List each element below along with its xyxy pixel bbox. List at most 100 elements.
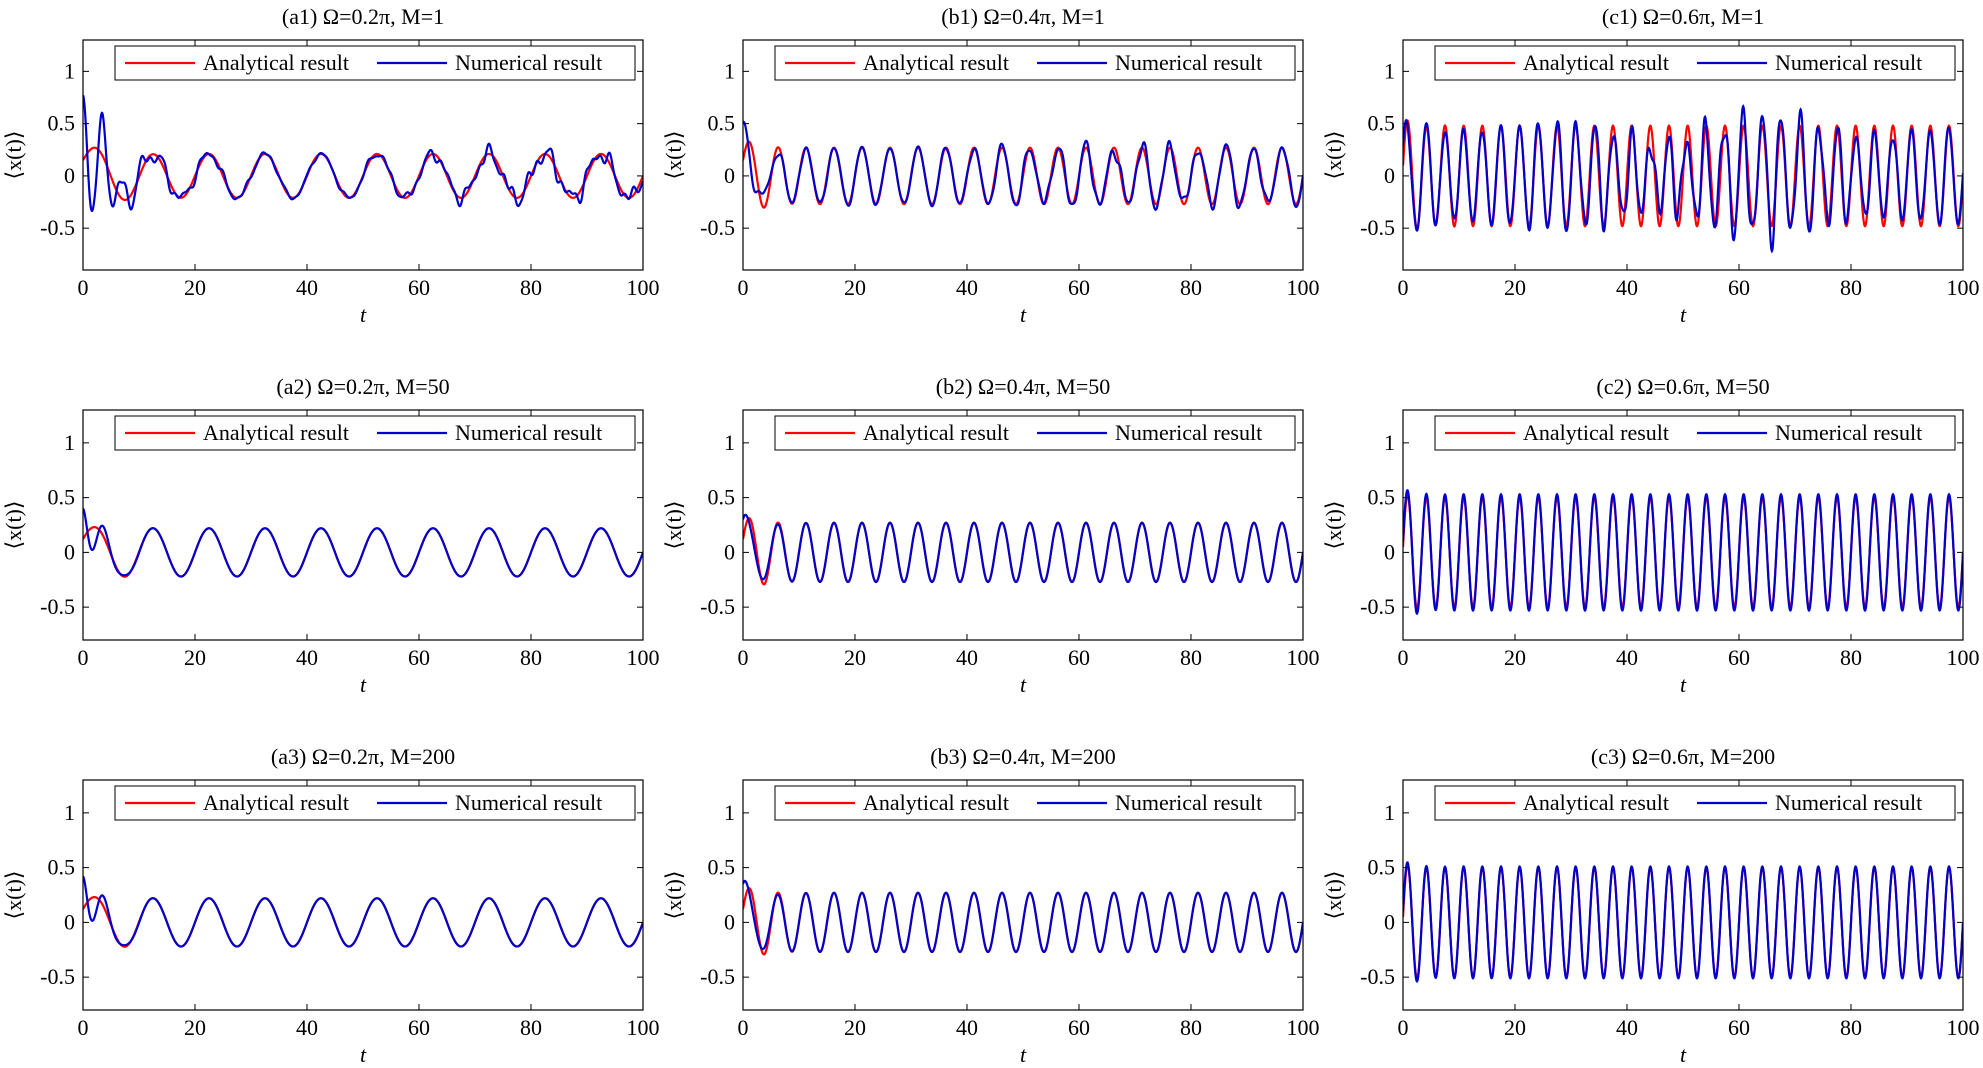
x-tick-label: 100 — [627, 275, 660, 300]
legend-box — [114, 785, 636, 821]
legend-label-numerical: Numerical result — [1115, 420, 1262, 445]
x-tick-label: 60 — [408, 275, 430, 300]
x-tick-label: 60 — [408, 645, 430, 670]
axes-frame — [1402, 779, 1964, 1011]
x-tick-label: 40 — [1616, 645, 1638, 670]
y-axis-label: ⟨x(t)⟩ — [1321, 131, 1346, 180]
legend-label-analytical: Analytical result — [1523, 50, 1669, 75]
y-tick-label: -0.5 — [700, 215, 735, 240]
y-tick-label: 1 — [1384, 430, 1395, 455]
legend: Analytical result Numerical result — [114, 785, 636, 821]
y-tick-label: 0.5 — [708, 485, 736, 510]
series-line-numerical — [83, 875, 643, 948]
y-tick-label: 1 — [724, 430, 735, 455]
legend-label-analytical: Analytical result — [203, 50, 349, 75]
y-tick-label: 0 — [64, 163, 75, 188]
y-tick-label: 0.5 — [1368, 855, 1396, 880]
series-line-numerical — [743, 120, 1303, 212]
y-tick-label: 0 — [64, 909, 75, 934]
x-axis-label: t — [1020, 302, 1027, 327]
legend-label-analytical: Analytical result — [203, 420, 349, 445]
x-tick-label: 0 — [78, 275, 89, 300]
y-axis-label: ⟨x(t)⟩ — [1321, 501, 1346, 550]
subplot-title: (c3) Ω=0.6π, M=200 — [1591, 744, 1775, 769]
y-tick-label: 0 — [1384, 909, 1395, 934]
subplot-b1: (b1) Ω=0.4π, M=1 0 20 40 60 80 100 -0.5 0 0.5 1 t ⟨x… — [661, 4, 1320, 327]
y-tick-label: 0.5 — [48, 485, 76, 510]
subplot-title: (a1) Ω=0.2π, M=1 — [282, 4, 444, 29]
x-axis-label: t — [1680, 672, 1687, 697]
legend: Analytical result Numerical result — [114, 45, 636, 81]
y-axis-label: ⟨x(t)⟩ — [1, 131, 26, 180]
y-tick-label: 0.5 — [708, 855, 736, 880]
subplot-a3: (a3) Ω=0.2π, M=200 0 20 40 60 80 100 -0.5 0 0.5 1 t… — [1, 744, 660, 1067]
x-tick-label: 20 — [184, 645, 206, 670]
legend-label-analytical: Analytical result — [863, 420, 1009, 445]
legend-box — [114, 45, 636, 81]
axes-frame — [1402, 409, 1964, 641]
x-tick-label: 0 — [1398, 275, 1409, 300]
subplot-c1: (c1) Ω=0.6π, M=1 0 20 40 60 80 100 -0.5 0 0.5 1 t ⟨x… — [1321, 4, 1980, 327]
y-tick-label: 0.5 — [48, 111, 76, 136]
y-tick-label: 0.5 — [48, 855, 76, 880]
x-tick-label: 20 — [184, 275, 206, 300]
x-tick-label: 40 — [296, 1015, 318, 1040]
subplot-title: (b3) Ω=0.4π, M=200 — [930, 744, 1116, 769]
y-axis-label: ⟨x(t)⟩ — [1, 871, 26, 920]
y-axis-label: ⟨x(t)⟩ — [661, 131, 686, 180]
legend-label-numerical: Numerical result — [455, 50, 602, 75]
subplot-c3: (c3) Ω=0.6π, M=200 0 20 40 60 80 100 -0.5 0 0.5 1 t… — [1321, 744, 1980, 1067]
x-tick-label: 40 — [1616, 275, 1638, 300]
series-line-numerical — [743, 513, 1303, 584]
x-axis-label: t — [1020, 672, 1027, 697]
y-axis-label: ⟨x(t)⟩ — [661, 501, 686, 550]
x-axis-label: t — [1020, 1042, 1027, 1067]
axes-frame — [82, 779, 644, 1011]
x-tick-label: 80 — [520, 645, 542, 670]
x-tick-label: 20 — [184, 1015, 206, 1040]
legend-label-numerical: Numerical result — [1115, 50, 1262, 75]
x-tick-label: 0 — [738, 1015, 749, 1040]
y-tick-label: 1 — [64, 800, 75, 825]
x-tick-label: 100 — [627, 645, 660, 670]
y-tick-label: -0.5 — [1360, 215, 1395, 240]
subplot-c2: (c2) Ω=0.6π, M=50 0 20 40 60 80 100 -0.5 0 0.5 1 t ⟨… — [1321, 374, 1980, 697]
series-line-numerical — [1403, 861, 1963, 983]
legend: Analytical result Numerical result — [774, 785, 1296, 821]
y-tick-label: 0 — [1384, 163, 1395, 188]
x-tick-label: 60 — [1068, 1015, 1090, 1040]
x-tick-label: 0 — [738, 275, 749, 300]
subplot-title: (c1) Ω=0.6π, M=1 — [1602, 4, 1764, 29]
x-tick-label: 100 — [1287, 645, 1320, 670]
x-tick-label: 80 — [520, 1015, 542, 1040]
x-tick-label: 80 — [1180, 1015, 1202, 1040]
legend-box — [1434, 45, 1956, 81]
x-tick-label: 20 — [1504, 1015, 1526, 1040]
series-line-numerical — [1403, 488, 1963, 616]
axes-frame — [82, 409, 644, 641]
y-tick-label: 0.5 — [1368, 485, 1396, 510]
x-tick-label: 20 — [1504, 275, 1526, 300]
x-tick-label: 100 — [1287, 1015, 1320, 1040]
x-tick-label: 0 — [78, 1015, 89, 1040]
y-tick-label: 1 — [724, 58, 735, 83]
x-tick-label: 100 — [1947, 645, 1980, 670]
y-tick-label: -0.5 — [40, 964, 75, 989]
legend-label-analytical: Analytical result — [203, 790, 349, 815]
x-tick-label: 40 — [956, 645, 978, 670]
y-tick-label: -0.5 — [40, 215, 75, 240]
legend-label-numerical: Numerical result — [455, 420, 602, 445]
x-tick-label: 80 — [520, 275, 542, 300]
legend-box — [114, 415, 636, 451]
series-line-numerical — [1403, 104, 1963, 254]
y-tick-label: -0.5 — [700, 594, 735, 619]
x-tick-label: 20 — [844, 1015, 866, 1040]
legend-label-analytical: Analytical result — [863, 50, 1009, 75]
x-tick-label: 80 — [1180, 275, 1202, 300]
legend-box — [1434, 785, 1956, 821]
x-axis-label: t — [1680, 302, 1687, 327]
y-tick-label: -0.5 — [1360, 594, 1395, 619]
x-tick-label: 0 — [1398, 1015, 1409, 1040]
y-axis-label: ⟨x(t)⟩ — [1, 501, 26, 550]
